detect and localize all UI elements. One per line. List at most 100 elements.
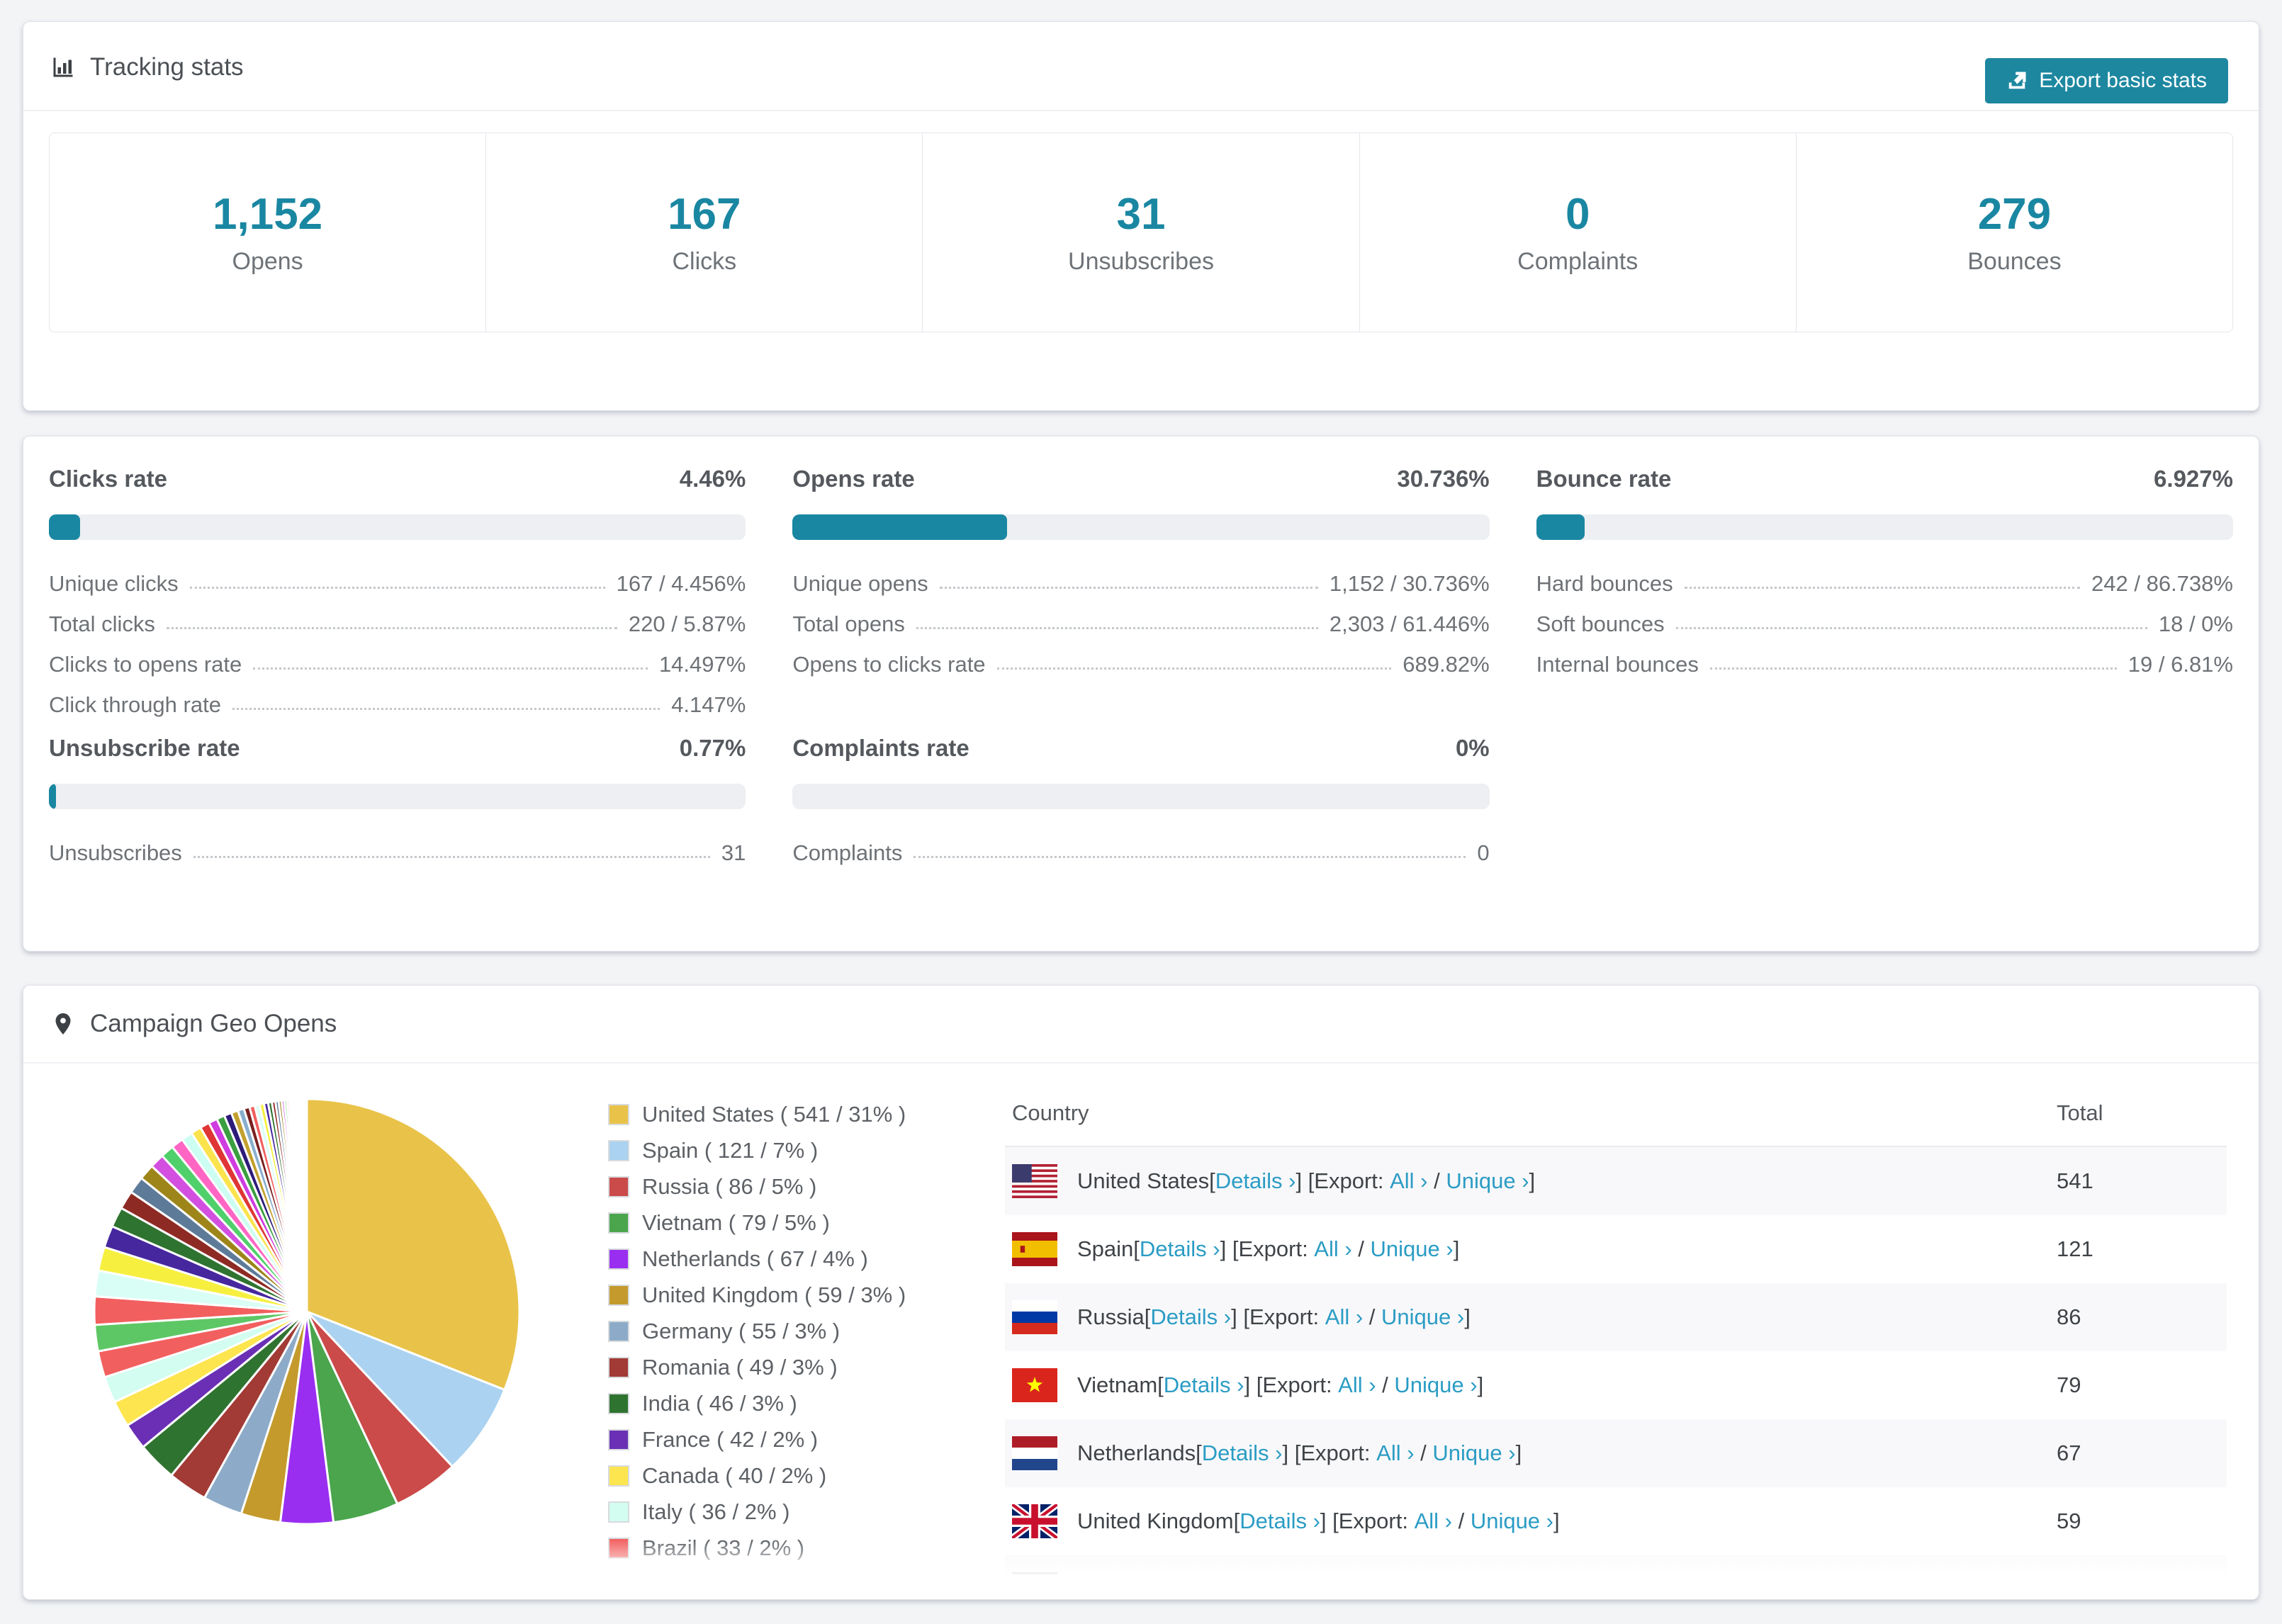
export-all-link[interactable]: All ›	[1325, 1304, 1364, 1329]
dotted-leader	[1684, 587, 2081, 589]
bracket: ] [	[1244, 1372, 1263, 1397]
stat-unsubscribes: 31 Unsubscribes	[923, 133, 1360, 332]
metric-label: Unique opens	[792, 571, 928, 596]
legend-swatch	[608, 1140, 629, 1161]
export-all-link[interactable]: All ›	[1390, 1168, 1428, 1193]
export-unique-link[interactable]: Unique ›	[1432, 1440, 1516, 1465]
bracket: ] [	[1220, 1236, 1239, 1261]
export-all-link[interactable]: All ›	[1314, 1236, 1352, 1261]
stat-clicks: 167 Clicks	[486, 133, 923, 332]
rate-value: 0.77%	[679, 735, 746, 761]
legend-item[interactable]: United Kingdom ( 59 / 3% )	[608, 1282, 913, 1308]
progress-fill	[49, 514, 80, 540]
export-basic-stats-button[interactable]: Export basic stats	[1985, 58, 2228, 103]
export-unique-link[interactable]: Unique ›	[1446, 1168, 1529, 1193]
export-unique-link[interactable]: Unique ›	[1470, 1509, 1553, 1533]
metric-row: Unique opens 1,152 / 30.736%	[792, 573, 1489, 594]
separator: /	[1427, 1168, 1446, 1193]
metric-label: Total opens	[792, 611, 905, 636]
bracket: [	[1133, 1236, 1140, 1261]
metric-value: 0	[1477, 840, 1490, 865]
export-unique-link[interactable]: Unique ›	[1370, 1236, 1454, 1261]
legend-swatch	[608, 1465, 629, 1487]
export-all-link[interactable]: All ›	[1376, 1440, 1415, 1465]
legend-item[interactable]: Romania ( 49 / 3% )	[608, 1355, 913, 1380]
details-link[interactable]: Details ›	[1240, 1509, 1320, 1533]
metric-label: Total clicks	[49, 611, 155, 636]
export-unique-link[interactable]: Unique ›	[1394, 1372, 1478, 1397]
dotted-leader	[1675, 627, 2147, 629]
table-row-us: United States [Details ›] [Export: All ›…	[1005, 1146, 2227, 1215]
legend-item[interactable]: France ( 42 / 2% )	[608, 1427, 913, 1453]
export-prefix: Export:	[1272, 1577, 1349, 1600]
metric-row: Unsubscribes 31	[49, 842, 746, 864]
legend-label: United Kingdom ( 59 / 3% )	[642, 1282, 906, 1307]
legend-item[interactable]: Brazil ( 33 / 2% )	[608, 1535, 913, 1561]
rate-block-unsubscribe-rate: Unsubscribe rate 0.77% Unsubscribes 31	[49, 734, 746, 864]
legend-item[interactable]: South Africa ( 29 / 2% )	[608, 1572, 913, 1597]
export-unique-link[interactable]: Unique ›	[1381, 1304, 1465, 1329]
separator: /	[1451, 1509, 1471, 1533]
stat-label: Clicks	[672, 248, 737, 275]
pie-slice-spain[interactable]	[305, 1310, 506, 1468]
legend-label: Romania ( 49 / 3% )	[642, 1355, 838, 1380]
metric-label: Complaints	[792, 840, 903, 865]
legend-label: Vietnam ( 79 / 5% )	[642, 1210, 830, 1235]
progress-fill	[1536, 514, 1585, 540]
rate-title: Opens rate	[792, 466, 915, 492]
legend-label: Russia ( 86 / 5% )	[642, 1174, 817, 1199]
legend-item[interactable]: Canada ( 40 / 2% )	[608, 1463, 913, 1489]
rate-block-bounce-rate: Bounce rate 6.927% Hard bounces 242 / 86.73…	[1536, 465, 2233, 716]
legend-item[interactable]: Germany ( 55 / 3% )	[608, 1319, 913, 1344]
bracket: ] [	[1320, 1509, 1339, 1533]
rate-value: 6.927%	[2154, 466, 2233, 492]
legend-item[interactable]: Spain ( 121 / 7% )	[608, 1138, 913, 1163]
pie-slice-other[interactable]	[305, 1098, 308, 1312]
details-link[interactable]: Details ›	[1163, 1372, 1244, 1397]
metric-row: Total clicks 220 / 5.87%	[49, 613, 746, 635]
separator: /	[1386, 1577, 1405, 1600]
stat-label: Complaints	[1517, 248, 1639, 275]
legend-item[interactable]: Netherlands ( 67 / 4% )	[608, 1246, 913, 1272]
details-link[interactable]: Details ›	[1139, 1236, 1220, 1261]
export-prefix: Export:	[1262, 1372, 1339, 1397]
bracket: ]	[1515, 1440, 1522, 1465]
stat-value: 167	[668, 190, 741, 239]
details-link[interactable]: Details ›	[1201, 1440, 1283, 1465]
stat-value: 1,152	[213, 190, 323, 239]
export-prefix: Export:	[1238, 1236, 1315, 1261]
legend-item[interactable]: India ( 46 / 3% )	[608, 1391, 913, 1416]
bar-chart-icon	[50, 55, 76, 80]
dotted-leader	[232, 708, 661, 710]
pie-slice-united-states[interactable]	[305, 1098, 521, 1392]
metric-row: Complaints 0	[792, 842, 1489, 864]
stat-label: Opens	[232, 248, 303, 275]
export-unique-link[interactable]: Unique ›	[1404, 1577, 1488, 1600]
separator: /	[1376, 1372, 1395, 1397]
metric-value: 689.82%	[1403, 652, 1490, 677]
legend-item[interactable]: Vietnam ( 79 / 5% )	[608, 1210, 913, 1236]
bracket: ]	[1487, 1577, 1494, 1600]
rate-value: 0%	[1455, 735, 1490, 761]
stat-label: Unsubscribes	[1068, 248, 1214, 275]
legend-swatch	[608, 1104, 629, 1125]
details-link[interactable]: Details ›	[1150, 1304, 1232, 1329]
export-all-link[interactable]: All ›	[1338, 1372, 1376, 1397]
bracket: ]	[1529, 1168, 1536, 1193]
legend-item[interactable]: Russia ( 86 / 5% )	[608, 1174, 913, 1200]
metric-row: Unique clicks 167 / 4.456%	[49, 573, 746, 594]
table-row-nl: Netherlands [Details ›] [Export: All › /…	[1005, 1419, 2227, 1487]
export-prefix: Export:	[1300, 1440, 1377, 1465]
flag-gb-icon	[1012, 1504, 1057, 1538]
metric-label: Clicks to opens rate	[49, 652, 242, 677]
stat-opens: 1,152 Opens	[50, 133, 487, 332]
export-all-link[interactable]: All ›	[1348, 1577, 1386, 1600]
legend-item[interactable]: United States ( 541 / 31% )	[608, 1102, 913, 1127]
progress-bar	[792, 784, 1490, 809]
details-link[interactable]: Details ›	[1174, 1577, 1254, 1600]
export-all-link[interactable]: All ›	[1414, 1509, 1452, 1533]
metric-row: Internal bounces 19 / 6.81%	[1536, 653, 2233, 675]
details-link[interactable]: Details ›	[1215, 1168, 1296, 1193]
metric-label: Soft bounces	[1536, 611, 1665, 636]
legend-item[interactable]: Italy ( 36 / 2% )	[608, 1499, 913, 1525]
